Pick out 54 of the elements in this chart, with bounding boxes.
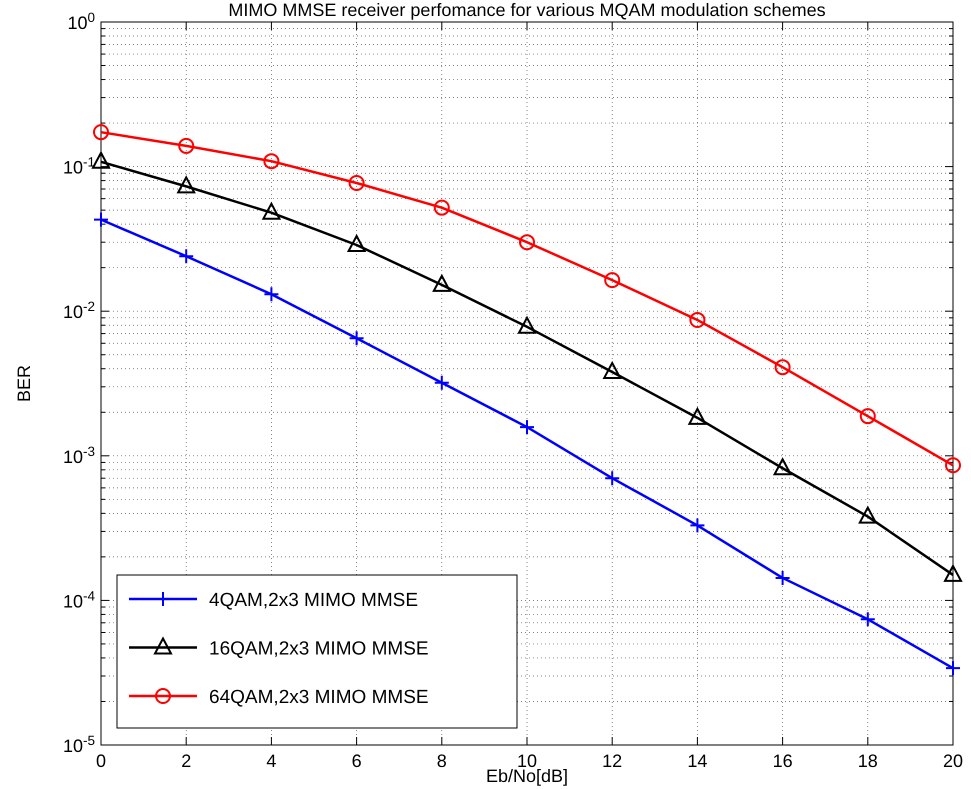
point <box>348 175 365 192</box>
point <box>93 212 109 228</box>
x-tick-label: 6 <box>352 751 362 771</box>
y-axis-title: BER <box>14 364 34 402</box>
legend-label: 64QAM,2x3 MIMO MMSE <box>209 687 429 708</box>
x-tick-label: 2 <box>181 751 192 771</box>
point <box>93 124 109 140</box>
x-tick-label: 12 <box>602 751 622 771</box>
point <box>945 457 961 474</box>
x-tick-label: 8 <box>436 751 447 771</box>
point <box>689 312 706 328</box>
point <box>92 152 110 169</box>
point <box>348 234 366 252</box>
point <box>689 517 706 534</box>
y-tick-label: 10$^{0}$ <box>67 10 95 33</box>
point <box>603 362 622 379</box>
point <box>432 274 451 292</box>
x-tick-label: 4 <box>266 751 276 771</box>
point <box>178 138 194 154</box>
point <box>945 660 961 676</box>
y-tick-label: 10$^{-3}$ <box>62 443 95 467</box>
point <box>860 611 876 628</box>
point <box>177 176 196 194</box>
legend-label: 16QAM,2x3 MIMO MMSE <box>209 638 429 660</box>
point <box>774 359 791 376</box>
point <box>348 330 365 346</box>
x-axis-title: Eb/No[dB] <box>486 766 568 786</box>
point <box>263 153 280 170</box>
point <box>688 408 706 425</box>
x-tick-label: 20 <box>942 751 964 771</box>
point <box>178 248 194 264</box>
point <box>434 374 450 391</box>
point <box>774 570 791 586</box>
point <box>519 419 535 436</box>
legend-label: 4QAM,2x3 MIMO MMSE <box>209 590 418 611</box>
point <box>858 506 877 524</box>
y-tick-label: 10$^{-2}$ <box>62 298 95 322</box>
point <box>518 316 536 334</box>
y-tick-label: 10$^{-5}$ <box>62 732 95 756</box>
x-tick-label: 14 <box>687 751 708 771</box>
x-tick-label: 0 <box>96 751 106 771</box>
x-tick-label: 18 <box>858 751 878 771</box>
point <box>604 470 620 486</box>
chart-title: MIMO MMSE receiver perfomance for various MQAM modulation schemes <box>228 0 826 20</box>
point <box>263 286 280 302</box>
point <box>262 202 280 220</box>
point <box>944 564 962 582</box>
x-tick-label: 16 <box>772 751 793 771</box>
point <box>774 458 792 476</box>
point <box>519 234 535 250</box>
point <box>434 200 450 216</box>
point <box>604 272 620 288</box>
y-tick-label: 10$^{-4}$ <box>62 588 96 612</box>
point <box>860 408 876 424</box>
